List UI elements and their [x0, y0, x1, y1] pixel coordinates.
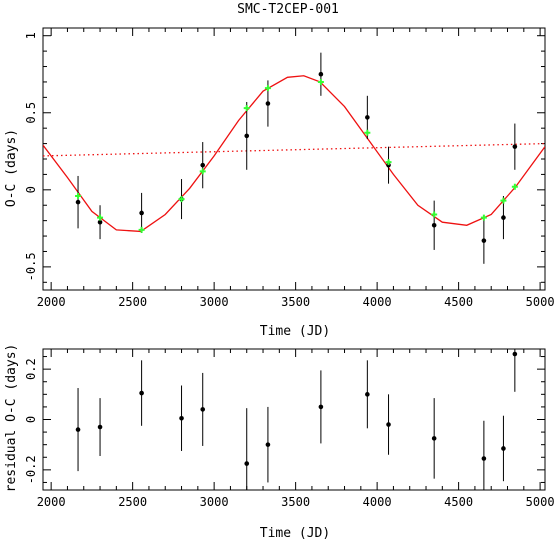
observed-data-point [318, 71, 324, 77]
model-point [199, 168, 206, 175]
oc-x-tick-label: 3000 [200, 295, 229, 309]
model-point [264, 85, 271, 92]
residual-data-point [386, 422, 391, 427]
oc-panel: 2000 2500 3000 3500 4000 4500 5000 -0.5 0 0.5 1 [24, 27, 555, 309]
residual-x-tick-label: 2000 [37, 495, 66, 509]
residual-x-tick-label: 3000 [200, 495, 229, 509]
observed-data-point [431, 222, 437, 228]
residual-y-tick-label: -0.2 [24, 455, 38, 484]
oc-x-tick-label: 4500 [444, 295, 473, 309]
residual-data-point [139, 390, 144, 396]
model-point [480, 214, 487, 221]
observed-data-point [244, 133, 250, 139]
linear-trend-line [43, 142, 545, 157]
residual-y-axis-label: residual O-C (days) [4, 344, 19, 493]
residual-x-tick-label: 4000 [363, 495, 392, 509]
model-point [243, 105, 250, 112]
residual-data-point [365, 392, 370, 397]
observed-data-point [139, 210, 144, 216]
oc-y-tick-label: 0 [24, 186, 38, 193]
chart-title: SMC-T2CEP-001 [237, 2, 339, 17]
residual-x-axis-label: Time (JD) [260, 526, 330, 541]
residual-data-point [512, 351, 518, 357]
observed-data-point [97, 219, 103, 225]
residual-data-point [481, 456, 487, 461]
residual-plot-frame [42, 348, 546, 491]
oc-y-tick-label: 0.5 [24, 102, 38, 124]
residual-data-point [265, 442, 271, 447]
oc-x-axis-label: Time (JD) [260, 324, 330, 339]
residual-data-point [244, 461, 250, 466]
oc-y-axis-label: O-C (days) [4, 129, 19, 207]
model-point [431, 211, 438, 218]
observed-data-point [501, 215, 506, 220]
residual-data-point [179, 415, 184, 421]
model-point [75, 192, 82, 199]
model-point [317, 78, 324, 85]
oc-x-tick-label: 5000 [526, 295, 555, 309]
model-point [511, 183, 518, 190]
model-point [97, 214, 104, 221]
model-point [500, 197, 507, 204]
residual-data-point [501, 446, 506, 451]
residual-data-point [200, 407, 206, 412]
observed-data-point [75, 199, 81, 205]
observed-data-point [365, 115, 370, 120]
observed-data-point [481, 238, 487, 243]
model-point [138, 226, 145, 233]
oc-x-tick-label: 4000 [363, 295, 392, 309]
oc-y-tick-label: 1 [24, 32, 38, 39]
observed-data-point [200, 162, 206, 168]
model-point [178, 196, 185, 203]
sine-fit-curve [43, 75, 545, 233]
residual-x-tick-label: 5000 [526, 495, 555, 509]
residual-data-point [431, 436, 437, 441]
observed-data-point [512, 144, 518, 149]
residual-x-tick-label: 2500 [118, 495, 147, 509]
residual-y-tick-label: 0 [24, 416, 38, 423]
oc-x-tick-label: 3500 [281, 295, 310, 309]
model-point [364, 129, 371, 136]
residual-x-tick-label: 4500 [444, 495, 473, 509]
residual-data-point [97, 424, 103, 430]
residual-data-point [75, 427, 81, 432]
residual-y-tick-label: 0.2 [24, 358, 38, 380]
observed-data-point [386, 162, 391, 168]
residual-panel: 2000 2500 3000 3500 4000 4500 5000 -0.2 0 0.2 [24, 348, 555, 509]
oc-x-tick-label: 2000 [37, 295, 66, 309]
oc-x-tick-label: 2500 [118, 295, 147, 309]
oc-plot-frame [42, 27, 546, 291]
observed-data-point [265, 101, 271, 106]
oc-y-tick-label: -0.5 [24, 252, 38, 281]
residual-data-point [318, 404, 324, 410]
residual-x-tick-label: 3500 [281, 495, 310, 509]
model-point [385, 159, 392, 166]
